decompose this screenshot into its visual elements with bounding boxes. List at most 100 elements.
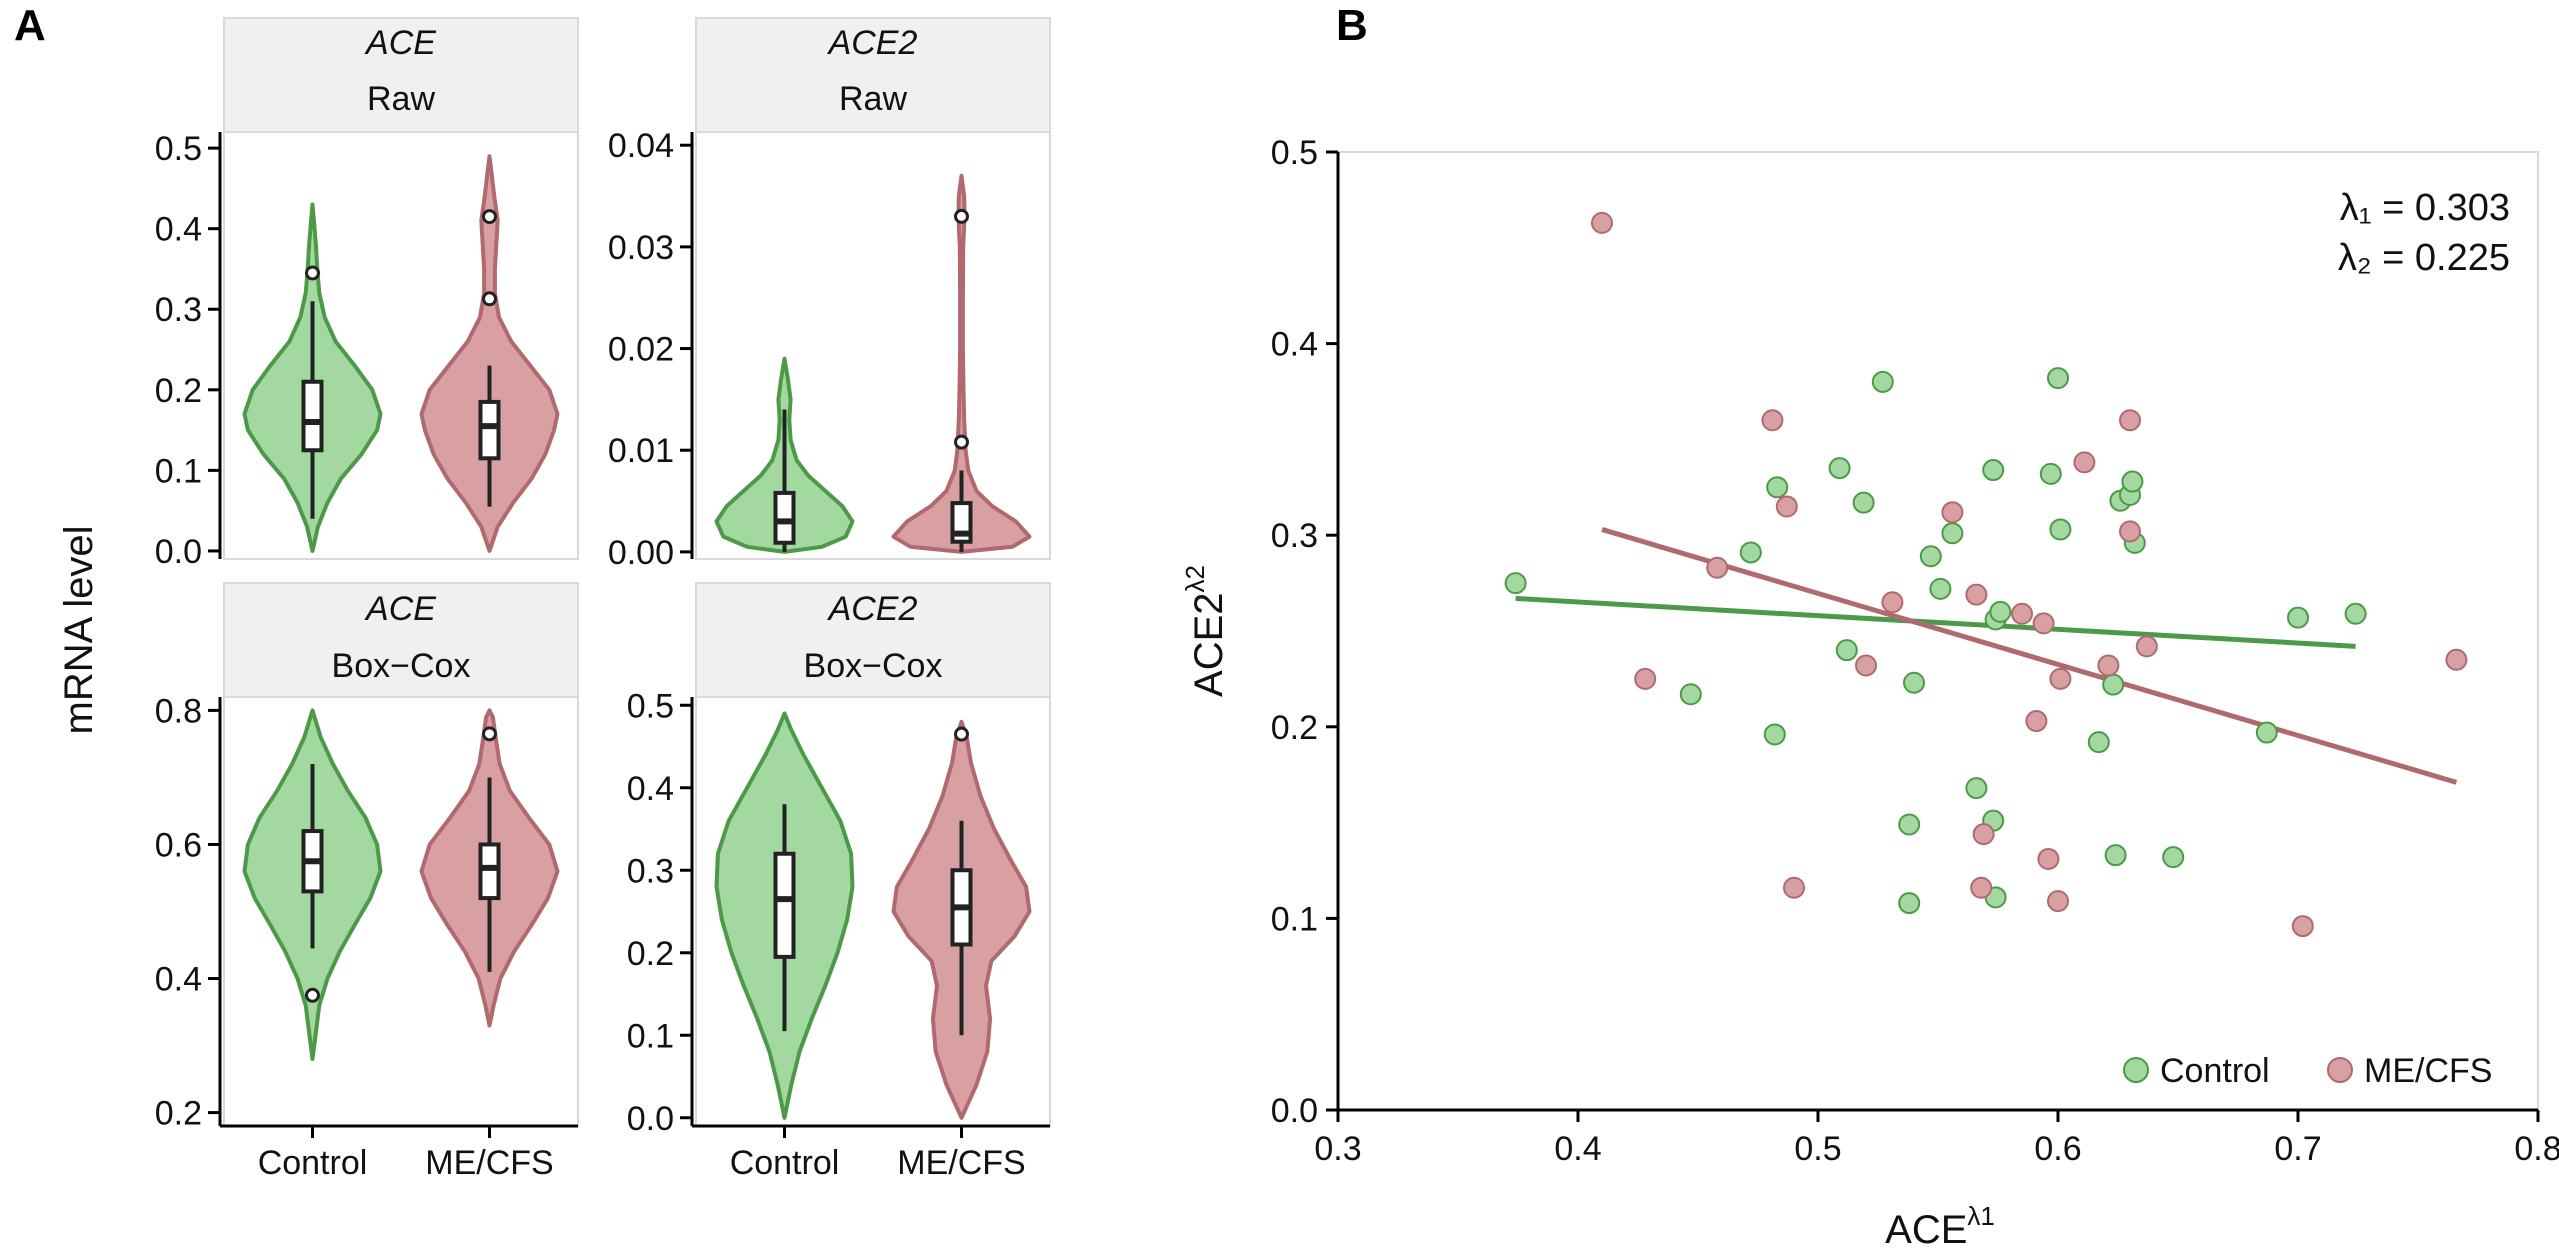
scatter-point-mecfs	[1761, 409, 1784, 432]
scatter-point-control	[2287, 606, 2309, 629]
scatter-legend: Control ME/CFS	[2123, 1052, 2492, 1090]
y-tick-label: 0.2	[1271, 709, 1318, 747]
scatter-point-mecfs	[2047, 890, 2069, 913]
outlier-point	[482, 209, 497, 225]
scatter-point-mecfs	[2011, 602, 2033, 625]
strip-background	[695, 17, 1051, 133]
y-tick-label: 0.2	[627, 935, 674, 973]
box-iqr	[301, 379, 324, 453]
strip-transform-label: Box−Cox	[332, 647, 471, 685]
strip-background	[223, 17, 579, 133]
y-tick-label: 0.02	[608, 331, 674, 369]
fit-line-mecfs	[1601, 527, 2458, 785]
scatter-point-control	[1898, 813, 1921, 836]
legend-key-mecfs	[2327, 1057, 2353, 1083]
scatter-point-mecfs	[1855, 654, 1877, 677]
panel-border	[695, 131, 1051, 560]
y-tick-label: 0.4	[1271, 326, 1318, 364]
scatter-point-mecfs	[2049, 667, 2072, 690]
y-tick-label: 0.2	[155, 372, 202, 410]
y-tick-label: 0.00	[608, 534, 674, 572]
y-tick-label: 0.0	[155, 533, 202, 571]
scatter-point-control	[2104, 844, 2127, 867]
scatter-point-control	[1766, 476, 1789, 499]
scatter-point-control	[1898, 892, 1921, 915]
scatter-point-mecfs	[2119, 409, 2141, 432]
scatter-point-control	[1828, 457, 1851, 480]
scatter-point-control	[2039, 462, 2062, 485]
y-tick-label: 0.1	[627, 1017, 674, 1055]
strip-gene-label: ACE	[364, 590, 436, 628]
scatter-x-ticks: 0.3 0.4 0.5 0.6 0.7 0.8	[1314, 1110, 2559, 1168]
y-tick-label: 0.8	[155, 692, 202, 730]
scatter-point-mecfs	[1941, 501, 1964, 524]
strip-background	[695, 582, 1051, 698]
scatter-point-control	[1763, 723, 1786, 746]
scatter-point-mecfs	[2291, 915, 2314, 938]
outlier-point	[482, 726, 497, 742]
strip-gene-label: ACE2	[827, 24, 918, 62]
scatter-point-mecfs	[1775, 495, 1798, 518]
x-tick-label: Control	[730, 1144, 840, 1182]
y-tick-label: 0.5	[1271, 134, 1318, 172]
y-tick-label: 0.0	[627, 1100, 674, 1138]
y-tick-label: 0.1	[1271, 900, 1318, 938]
y-tick-label: 0.4	[155, 961, 202, 999]
scatter-point-control	[1903, 671, 1925, 694]
violins	[242, 708, 560, 1061]
x-ticks: Control ME/CFS	[730, 1126, 1026, 1182]
outlier-point	[305, 265, 320, 281]
scatter-point-mecfs	[1783, 876, 1805, 899]
scatter-point-control	[1871, 370, 1894, 393]
y-axis-title-base: ACE2	[1187, 592, 1231, 697]
y-tick-label: 0.0	[1271, 1092, 1318, 1130]
scatter-point-control	[1965, 777, 1988, 800]
x-tick-label: Control	[258, 1144, 368, 1182]
scatter-point-mecfs	[1634, 667, 1657, 690]
y-tick-label: 0.01	[608, 432, 674, 470]
y-tick-label: 0.3	[1271, 517, 1318, 555]
legend-label-mecfs: ME/CFS	[2364, 1052, 2492, 1090]
violin-panel-ace2-boxcox: ACE2 Box−Cox 0.0 0.1 0.2 0.3 0.4 0.5 Control M…	[627, 582, 1051, 1182]
y-tick-label: 0.2	[155, 1095, 202, 1133]
y-tick-label: 0.6	[155, 826, 202, 864]
y-tick-label: 0.03	[608, 229, 674, 267]
scatter-points	[1504, 211, 2468, 938]
scatter-y-ticks: 0.0 0.1 0.2 0.3 0.4 0.5	[1271, 134, 1338, 1130]
y-tick-label: 0.3	[155, 291, 202, 329]
legend-key-control	[2123, 1057, 2149, 1083]
box-iqr	[478, 399, 501, 461]
y-tick-label: 0.04	[608, 127, 674, 165]
scatter-point-control	[1852, 491, 1875, 514]
panel-border	[223, 131, 579, 560]
strip-transform-label: Box−Cox	[804, 647, 943, 685]
scatter-point-mecfs	[2135, 635, 2158, 658]
panel-a-letter: A	[14, 1, 46, 50]
legend-label-control: Control	[2160, 1052, 2270, 1090]
scatter-point-control	[2087, 731, 2110, 754]
scatter-point-control	[2102, 673, 2125, 696]
box-iqr	[773, 851, 796, 959]
scatter-point-mecfs	[1881, 591, 1904, 614]
scatter-point-control	[1739, 541, 1762, 564]
y-ticks: 0.0 0.1 0.2 0.3 0.4 0.5	[627, 687, 692, 1138]
y-tick-label: 0.4	[155, 211, 202, 249]
scatter-point-control	[1504, 572, 1527, 595]
violins	[714, 711, 1032, 1120]
violin-mecfs	[891, 173, 1032, 554]
scatter-point-mecfs	[2073, 451, 2096, 474]
scatter-point-mecfs	[2032, 612, 2055, 635]
scatter-point-mecfs	[2025, 710, 2048, 733]
outlier-point	[954, 434, 969, 450]
y-tick-label: 0.3	[627, 852, 674, 890]
x-tick-label: 0.3	[1314, 1130, 1361, 1168]
violin-panel-ace2-raw: ACE2 Raw 0.00 0.01 0.02 0.03 0.04	[608, 17, 1051, 572]
box-iqr	[478, 842, 501, 901]
scatter-point-control	[1941, 522, 1964, 545]
lambda2-annotation: λ₂ = 0.225	[2338, 237, 2510, 279]
scatter-point-mecfs	[1972, 823, 1995, 846]
strip-gene-label: ACE2	[827, 590, 918, 628]
scatter-y-axis-title: ACE2λ2	[1180, 565, 1231, 697]
strip-transform-label: Raw	[367, 80, 435, 118]
